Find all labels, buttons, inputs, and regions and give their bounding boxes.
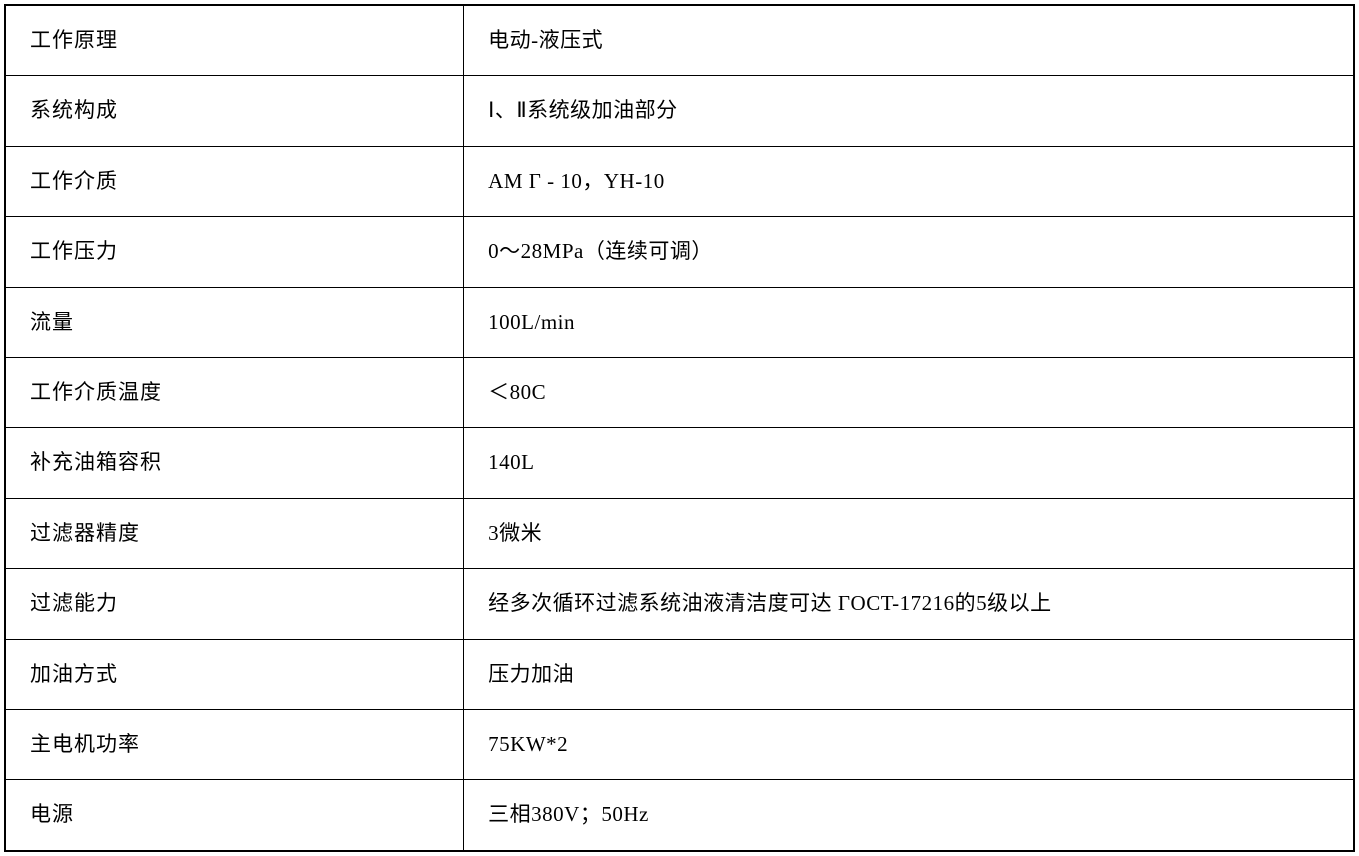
row-value: 100L/min	[464, 287, 1354, 357]
row-value: AM Г - 10，YH-10	[464, 146, 1354, 216]
table-row: 主电机功率 75KW*2	[5, 709, 1354, 779]
table-row: 工作原理 电动-液压式	[5, 5, 1354, 76]
row-label: 电源	[5, 780, 464, 851]
row-value: 3微米	[464, 498, 1354, 568]
row-label: 工作介质温度	[5, 357, 464, 427]
row-label: 过滤能力	[5, 569, 464, 639]
table-row: 工作介质温度 ＜80C	[5, 357, 1354, 427]
table-row: 过滤器精度 3微米	[5, 498, 1354, 568]
row-label: 主电机功率	[5, 709, 464, 779]
row-label: 过滤器精度	[5, 498, 464, 568]
row-value: 0～28MPa（连续可调）	[464, 217, 1354, 287]
row-value: 压力加油	[464, 639, 1354, 709]
spec-table: 工作原理 电动-液压式 系统构成 Ⅰ、Ⅱ系统级加油部分 工作介质 AM Г - …	[4, 4, 1355, 852]
row-label: 系统构成	[5, 76, 464, 146]
row-label: 工作原理	[5, 5, 464, 76]
row-value: 经多次循环过滤系统油液清洁度可达 ГOCT-17216的5级以上	[464, 569, 1354, 639]
row-label: 流量	[5, 287, 464, 357]
row-label: 加油方式	[5, 639, 464, 709]
table-row: 工作压力 0～28MPa（连续可调）	[5, 217, 1354, 287]
table-row: 电源 三相380V；50Hz	[5, 780, 1354, 851]
row-value: 三相380V；50Hz	[464, 780, 1354, 851]
row-label: 补充油箱容积	[5, 428, 464, 498]
row-label: 工作介质	[5, 146, 464, 216]
row-value: 75KW*2	[464, 709, 1354, 779]
table-row: 加油方式 压力加油	[5, 639, 1354, 709]
table-row: 流量 100L/min	[5, 287, 1354, 357]
spec-table-body: 工作原理 电动-液压式 系统构成 Ⅰ、Ⅱ系统级加油部分 工作介质 AM Г - …	[5, 5, 1354, 851]
table-row: 过滤能力 经多次循环过滤系统油液清洁度可达 ГOCT-17216的5级以上	[5, 569, 1354, 639]
row-value: Ⅰ、Ⅱ系统级加油部分	[464, 76, 1354, 146]
row-value: 140L	[464, 428, 1354, 498]
table-row: 系统构成 Ⅰ、Ⅱ系统级加油部分	[5, 76, 1354, 146]
row-label: 工作压力	[5, 217, 464, 287]
table-row: 补充油箱容积 140L	[5, 428, 1354, 498]
table-row: 工作介质 AM Г - 10，YH-10	[5, 146, 1354, 216]
row-value: ＜80C	[464, 357, 1354, 427]
row-value: 电动-液压式	[464, 5, 1354, 76]
